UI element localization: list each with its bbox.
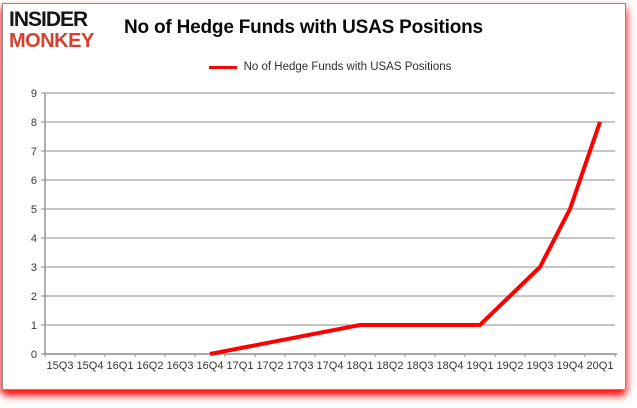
x-axis-tick-label: 15Q3 [47, 360, 74, 372]
x-axis-tick-label: 18Q1 [347, 360, 374, 372]
y-axis-tick-label: 6 [31, 175, 37, 187]
logo-word-insider: INSIDER [9, 8, 88, 31]
y-axis-tick-label: 0 [31, 349, 37, 361]
x-axis-tick-label: 16Q2 [137, 360, 164, 372]
y-axis-tick-label: 7 [31, 146, 37, 158]
hedge-funds-series-line [209, 121, 602, 356]
x-axis-tick-label: 19Q1 [467, 360, 494, 372]
x-axis-tick-label: 18Q2 [377, 360, 404, 372]
x-axis-tick-label: 16Q3 [167, 360, 194, 372]
x-axis-tick-label: 17Q4 [317, 360, 344, 372]
x-axis-tick-label: 19Q2 [497, 360, 524, 372]
x-axis-tick-label: 18Q4 [437, 360, 464, 372]
logo-word-monkey: MONKEY [9, 30, 94, 52]
x-axis-tick-label: 16Q4 [197, 360, 224, 372]
x-axis-tick-label: 17Q3 [287, 360, 314, 372]
insider-monkey-logo: INSIDER MONKEY [9, 9, 94, 51]
y-axis-tick-label: 4 [31, 233, 37, 245]
x-axis-tick-label: 19Q4 [557, 360, 584, 372]
x-axis-tick-label: 15Q4 [77, 360, 104, 372]
x-axis-tick-label: 17Q1 [227, 360, 254, 372]
legend-line-swatch [208, 65, 237, 69]
chart-legend: No of Hedge Funds with USAS Positions [45, 59, 615, 75]
chart-title: No of Hedge Funds with USAS Positions [124, 17, 483, 38]
y-axis-tick-label: 1 [31, 320, 37, 332]
x-axis-tick-label: 16Q1 [107, 360, 134, 372]
y-axis-tick-label: 8 [31, 117, 37, 129]
y-axis-tick-label: 5 [31, 204, 37, 216]
x-axis-tick-label: 18Q3 [407, 360, 434, 372]
x-axis-tick-label: 19Q3 [527, 360, 554, 372]
y-axis-tick-label: 2 [31, 291, 37, 303]
x-axis-tick-label: 17Q2 [257, 360, 284, 372]
chart-card: INSIDER MONKEY No of Hedge Funds with US… [2, 3, 626, 390]
x-axis-tick-label: 20Q1 [587, 360, 614, 372]
y-axis-tick-label: 3 [31, 262, 37, 274]
legend-label: No of Hedge Funds with USAS Positions [243, 61, 452, 73]
y-axis-tick-label: 9 [31, 88, 37, 100]
